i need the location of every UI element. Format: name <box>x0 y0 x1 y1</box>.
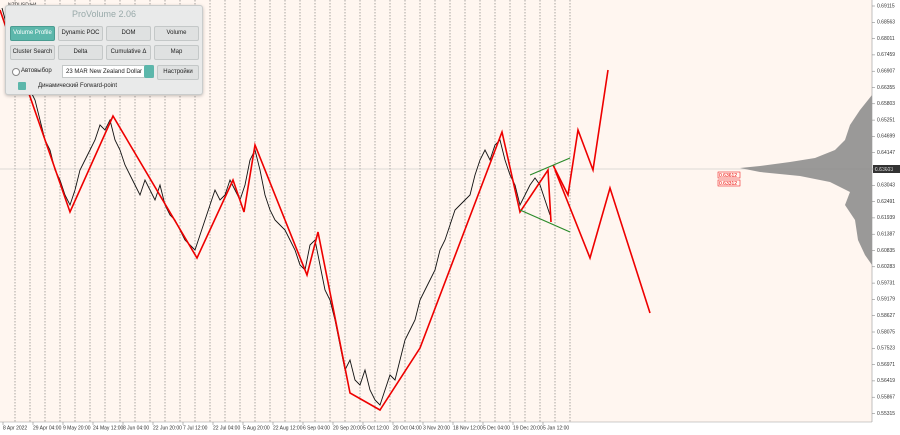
price-label: 0.59179 <box>877 297 895 303</box>
checkbox[interactable] <box>12 68 20 76</box>
panel-title: ProVolume 2.06 <box>71 9 137 19</box>
price-label: 0.66355 <box>877 85 895 91</box>
time-label: 19 Dec 20:00 <box>513 425 543 431</box>
price-label: 0.62491 <box>877 199 895 205</box>
price-label: 0.55867 <box>877 395 895 401</box>
price-label: 0.65251 <box>877 117 895 123</box>
button[interactable]: Dynamic POC <box>58 26 103 41</box>
price-label: 0.58075 <box>877 329 895 335</box>
instrument: 23 MAR New Zealand Dollar <box>66 69 143 75</box>
current-price-box <box>873 165 900 173</box>
options-row: Автовыбор 23 MAR New Zealand Dollar Наст… <box>10 65 199 80</box>
channel-top <box>529 157 571 176</box>
price-label: 0.55315 <box>877 411 895 417</box>
channel-bottom <box>519 209 571 233</box>
instrument-dropdown[interactable]: 23 MAR New Zealand Dollar <box>62 65 154 78</box>
time-label: 7 Jul 12:00 <box>183 425 208 431</box>
zigzag <box>0 9 552 412</box>
settings-button[interactable]: Настройки <box>157 65 199 80</box>
button[interactable]: Delta <box>58 45 103 60</box>
button[interactable]: Map <box>154 45 199 60</box>
price-label: 0.56971 <box>877 362 895 368</box>
price-label: 0.63595 <box>877 166 895 172</box>
time-label: 29 Apr 04:00 <box>33 425 62 431</box>
price-label: 0.57523 <box>877 346 895 352</box>
profile-box <box>717 179 741 187</box>
price-label: 0.69115 <box>877 3 895 9</box>
time-label: 8 Jun 04:00 <box>123 425 149 431</box>
time-label: 5 Dec 04:00 <box>483 425 510 431</box>
toggle[interactable] <box>18 82 26 90</box>
profile-label: 0.63312 <box>719 181 737 187</box>
volume-profile <box>740 95 872 265</box>
price-label: 0.60835 <box>877 248 895 254</box>
profile-label: 0.63612 <box>719 173 737 179</box>
button[interactable]: Cluster Search <box>10 45 55 60</box>
price-label: 0.65803 <box>877 101 895 107</box>
price-label: 0.66907 <box>877 69 895 75</box>
price-label: 0.61387 <box>877 232 895 238</box>
button[interactable]: Volume <box>154 26 199 41</box>
time-label: 5 Oct 12:00 <box>363 425 389 431</box>
price-label: 0.63043 <box>877 183 895 189</box>
time-label: 22 Jun 20:00 <box>153 425 182 431</box>
forecast-down <box>554 169 651 314</box>
button[interactable]: Cumulative Δ <box>106 45 151 60</box>
price-label: 0.59731 <box>877 280 895 286</box>
time-label: 5 Jan 12:00 <box>543 425 569 431</box>
time-label: 5 Aug 20:00 <box>243 425 270 431</box>
price-line <box>1 7 551 406</box>
time-label: 20 Oct 04:00 <box>393 425 422 431</box>
forecast-up <box>552 69 609 198</box>
profile-box <box>717 171 741 179</box>
provolume-panel: ProVolume 2.06 Volume Profile Dynamic PO… <box>5 5 203 95</box>
time-label: 9 May 20:00 <box>63 425 91 431</box>
time-label: 22 Aug 12:00 <box>273 425 303 431</box>
button[interactable]: DOM <box>106 26 151 41</box>
time-label: 20 Sep 20:00 <box>333 425 363 431</box>
price-label: 0.61939 <box>877 215 895 221</box>
price-label: 0.67459 <box>877 52 895 58</box>
time-label: 6 Sep 04:00 <box>303 425 330 431</box>
price-label: 0.64147 <box>877 150 895 156</box>
time-label: 18 Nov 12:00 <box>453 425 483 431</box>
forward-point-label: Динамический Forward-point <box>38 83 118 89</box>
price-label: 0.56419 <box>877 378 895 384</box>
price-label: 0.64699 <box>877 134 895 140</box>
time-label: 8 Apr 2022 <box>3 425 27 431</box>
current-price: 0.63603 <box>875 167 893 173</box>
time-label: 22 Jul 04:00 <box>213 425 240 431</box>
price-label: 0.68563 <box>877 20 895 26</box>
time-label: 3 Nov 20:00 <box>423 425 450 431</box>
time-label: 24 May 12:00 <box>93 425 124 431</box>
price-label: 0.68011 <box>877 36 895 42</box>
auto-select-label: Автовыбор <box>21 68 52 74</box>
dropdown-arrow <box>144 65 154 78</box>
price-label: 0.58627 <box>877 313 895 319</box>
price-label: 0.60283 <box>877 264 895 270</box>
button[interactable]: Volume Profile <box>10 26 55 41</box>
